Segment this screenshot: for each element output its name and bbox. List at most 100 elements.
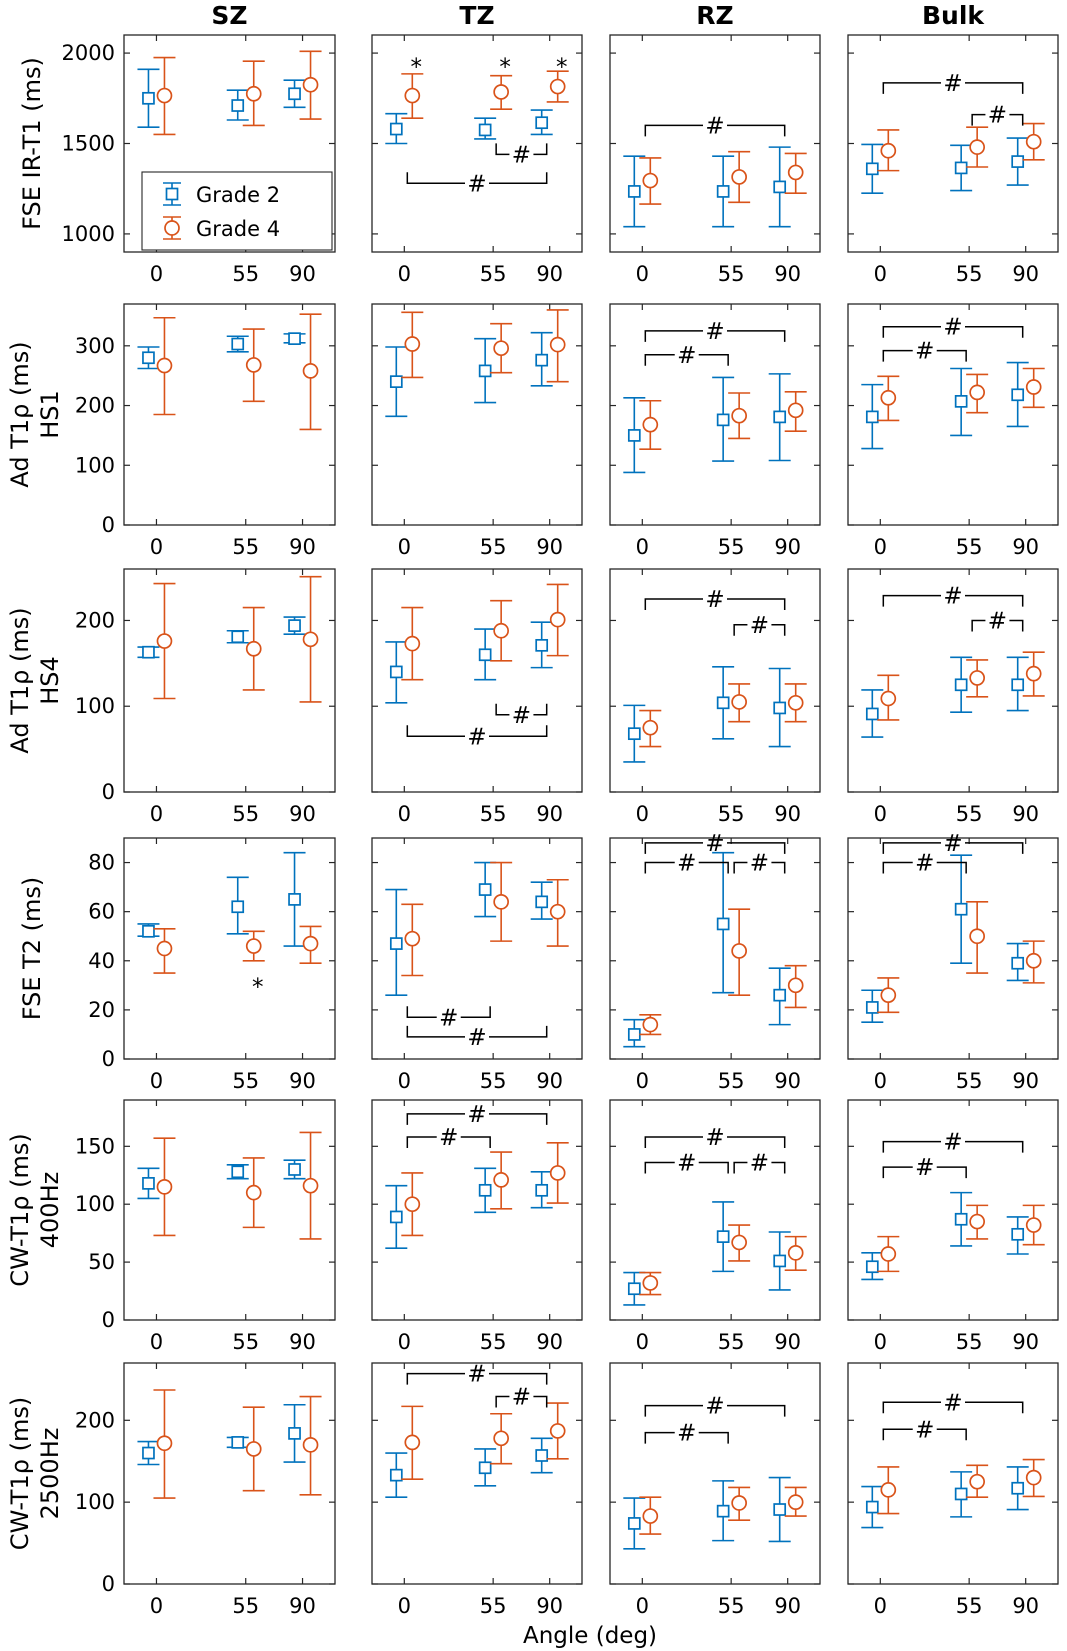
y-tick-label: 60 bbox=[88, 900, 115, 924]
data-point-grade-4 bbox=[880, 142, 897, 159]
significance-bracket bbox=[727, 842, 786, 854]
legend-marker-circle bbox=[164, 220, 180, 236]
data-point-grade-4 bbox=[493, 622, 510, 639]
plot-frame bbox=[609, 303, 821, 526]
data-point-grade-2 bbox=[627, 1517, 641, 1530]
data-point-grade-2 bbox=[288, 619, 301, 632]
row-axis-label: FSE IR-T1 (ms) bbox=[18, 57, 46, 230]
data-point-grade-4 bbox=[731, 694, 748, 710]
significance-bracket bbox=[406, 1136, 437, 1149]
data-point-grade-2 bbox=[865, 1001, 879, 1014]
significance-bracket bbox=[460, 1006, 491, 1019]
significance-hash: # bbox=[915, 1155, 934, 1181]
x-tick-label: 0 bbox=[636, 1069, 649, 1093]
x-tick-label: 55 bbox=[956, 262, 983, 286]
significance-bracket bbox=[1009, 619, 1024, 632]
x-tick-label: 90 bbox=[774, 1594, 801, 1618]
significance-bracket bbox=[727, 1136, 786, 1149]
x-tick-label: 0 bbox=[636, 1330, 649, 1354]
significance-bracket bbox=[644, 861, 675, 874]
data-point-grade-4 bbox=[493, 84, 510, 100]
data-point-grade-2 bbox=[865, 162, 879, 176]
data-point-grade-2 bbox=[535, 638, 549, 652]
significance-bracket bbox=[727, 124, 786, 137]
y-tick-label: 0 bbox=[102, 1308, 115, 1332]
data-point-grade-2 bbox=[865, 1500, 879, 1514]
x-tick-label: 90 bbox=[289, 1594, 316, 1618]
significance-bracket bbox=[406, 172, 465, 185]
x-tick-label: 90 bbox=[536, 1594, 563, 1618]
significance-star: * bbox=[499, 54, 511, 80]
data-point-grade-2 bbox=[142, 924, 155, 938]
data-point-grade-4 bbox=[156, 1435, 173, 1452]
data-point-grade-4 bbox=[969, 1473, 986, 1490]
x-tick-label: 90 bbox=[289, 262, 316, 286]
significance-bracket bbox=[965, 1401, 1024, 1414]
significance-bracket bbox=[533, 1395, 548, 1408]
significance-bracket bbox=[882, 594, 941, 607]
significance-hash: # bbox=[677, 1151, 696, 1177]
y-tick-label: 50 bbox=[88, 1250, 115, 1274]
data-point-grade-2 bbox=[535, 895, 549, 909]
significance-bracket bbox=[882, 325, 941, 338]
data-point-grade-4 bbox=[549, 336, 566, 353]
x-tick-label: 90 bbox=[1012, 1330, 1039, 1354]
plot-frame bbox=[371, 1362, 583, 1585]
x-tick-label: 90 bbox=[536, 1069, 563, 1093]
x-tick-label: 55 bbox=[232, 1330, 259, 1354]
data-point-grade-4 bbox=[1025, 379, 1042, 395]
x-tick-label: 55 bbox=[956, 1330, 983, 1354]
x-tick-label: 55 bbox=[480, 262, 507, 286]
data-point-grade-4 bbox=[787, 977, 804, 994]
significance-bracket bbox=[698, 1431, 729, 1444]
x-tick-label: 90 bbox=[774, 535, 801, 559]
plot-frame bbox=[847, 1099, 1059, 1321]
x-tick-label: 90 bbox=[536, 802, 563, 826]
plot-frame bbox=[123, 837, 336, 1060]
significance-bracket bbox=[489, 1372, 548, 1385]
data-point-grade-4 bbox=[787, 1244, 804, 1261]
x-tick-label: 55 bbox=[232, 1594, 259, 1618]
data-point-grade-4 bbox=[245, 357, 262, 373]
y-tick-label: 100 bbox=[75, 453, 115, 477]
data-point-grade-4 bbox=[880, 389, 897, 406]
significance-bracket bbox=[727, 1404, 786, 1417]
significance-bracket bbox=[965, 325, 1024, 338]
x-tick-label: 55 bbox=[718, 1069, 745, 1093]
data-point-grade-2 bbox=[231, 630, 245, 644]
significance-bracket bbox=[936, 861, 967, 874]
data-point-grade-4 bbox=[549, 611, 566, 628]
significance-bracket bbox=[1009, 113, 1024, 126]
significance-hash: # bbox=[943, 1390, 962, 1416]
significance-bracket bbox=[698, 861, 729, 874]
data-point-grade-2 bbox=[1011, 1481, 1025, 1495]
significance-hash: # bbox=[705, 1394, 724, 1420]
data-point-grade-2 bbox=[288, 893, 301, 906]
data-point-grade-2 bbox=[142, 645, 155, 659]
data-point-grade-4 bbox=[969, 928, 986, 945]
data-point-grade-4 bbox=[404, 1434, 421, 1451]
data-point-grade-2 bbox=[288, 87, 301, 101]
data-point-grade-4 bbox=[245, 1441, 262, 1457]
data-point-grade-4 bbox=[156, 87, 173, 104]
data-point-grade-2 bbox=[954, 902, 968, 916]
data-point-grade-2 bbox=[142, 91, 155, 105]
significance-bracket bbox=[882, 1166, 913, 1179]
data-point-grade-2 bbox=[773, 180, 787, 194]
significance-bracket bbox=[644, 1431, 675, 1444]
x-tick-label: 0 bbox=[636, 535, 649, 559]
data-point-grade-4 bbox=[156, 1178, 173, 1195]
data-point-grade-4 bbox=[493, 340, 510, 357]
x-tick-label: 90 bbox=[774, 1069, 801, 1093]
significance-bracket bbox=[533, 703, 548, 716]
data-point-grade-4 bbox=[880, 987, 897, 1004]
data-point-grade-2 bbox=[389, 665, 403, 679]
x-tick-label: 90 bbox=[289, 535, 316, 559]
data-point-grade-2 bbox=[865, 707, 879, 721]
data-point-grade-2 bbox=[773, 410, 787, 424]
data-point-grade-2 bbox=[773, 988, 787, 1002]
row-axis-label: CW-T1ρ (ms) bbox=[6, 1133, 34, 1286]
significance-bracket bbox=[489, 725, 548, 737]
significance-hash: # bbox=[467, 1025, 486, 1051]
significance-hash: # bbox=[943, 315, 962, 341]
